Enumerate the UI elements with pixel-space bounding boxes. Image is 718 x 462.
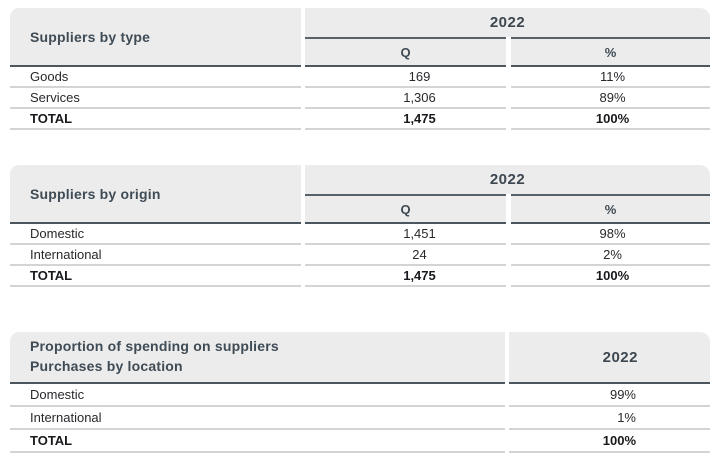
year-header: 2022 [305, 8, 710, 37]
row-label: Domestic [10, 384, 505, 407]
table-title-text: Suppliers by origin [30, 185, 161, 202]
total-percent-value: 100% [509, 430, 710, 453]
percent-column-header-text: % [604, 201, 617, 217]
suppliers-by-origin-table: Suppliers by origin 2022 Q % Domestic 1,… [10, 165, 710, 287]
row-label: International [10, 407, 505, 430]
row-label: International [10, 245, 301, 266]
percent-column-header: % [511, 37, 710, 67]
total-percent-value: 100% [511, 266, 710, 287]
row-label: Services [10, 88, 301, 109]
year-header-text: 2022 [489, 171, 526, 188]
q-value: 169 [305, 67, 506, 88]
suppliers-by-type-table: Suppliers by type 2022 Q % Goods 169 11%… [10, 8, 710, 130]
year-header: 2022 [305, 165, 710, 194]
table-title-line2: Purchases by location [30, 358, 183, 374]
q-value: 1,451 [305, 224, 506, 245]
table-title-line1: Proportion of spending on suppliers [30, 338, 279, 355]
total-percent-value: 100% [511, 109, 710, 130]
q-column-header: Q [305, 37, 506, 67]
percent-value: 89% [511, 88, 710, 109]
q-column-header: Q [305, 194, 506, 224]
percent-column-header-text: % [604, 44, 617, 60]
percent-value: 1% [509, 407, 710, 430]
year-header: 2022 [509, 332, 710, 384]
table-title: Suppliers by origin [10, 165, 301, 224]
percent-value: 11% [511, 67, 710, 88]
percent-column-header: % [511, 194, 710, 224]
row-label: Domestic [10, 224, 301, 245]
q-column-header-text: Q [400, 201, 411, 217]
year-header-text: 2022 [489, 14, 526, 31]
percent-value: 2% [511, 245, 710, 266]
total-row-label: TOTAL [10, 266, 301, 287]
percent-value: 99% [509, 384, 710, 407]
total-row-label: TOTAL [10, 430, 505, 453]
total-q-value: 1,475 [305, 266, 506, 287]
q-value: 24 [305, 245, 506, 266]
table-title-text: Suppliers by type [30, 28, 151, 45]
total-row-label: TOTAL [10, 109, 301, 130]
spending-by-location-table: Proportion of spending on suppliers Purc… [10, 332, 710, 453]
year-header-text: 2022 [602, 348, 638, 366]
table-title: Proportion of spending on suppliers Purc… [10, 332, 505, 384]
q-value: 1,306 [305, 88, 506, 109]
table-title: Suppliers by type [10, 8, 301, 67]
percent-value: 98% [511, 224, 710, 245]
q-column-header-text: Q [400, 44, 411, 60]
total-q-value: 1,475 [305, 109, 506, 130]
row-label: Goods [10, 67, 301, 88]
